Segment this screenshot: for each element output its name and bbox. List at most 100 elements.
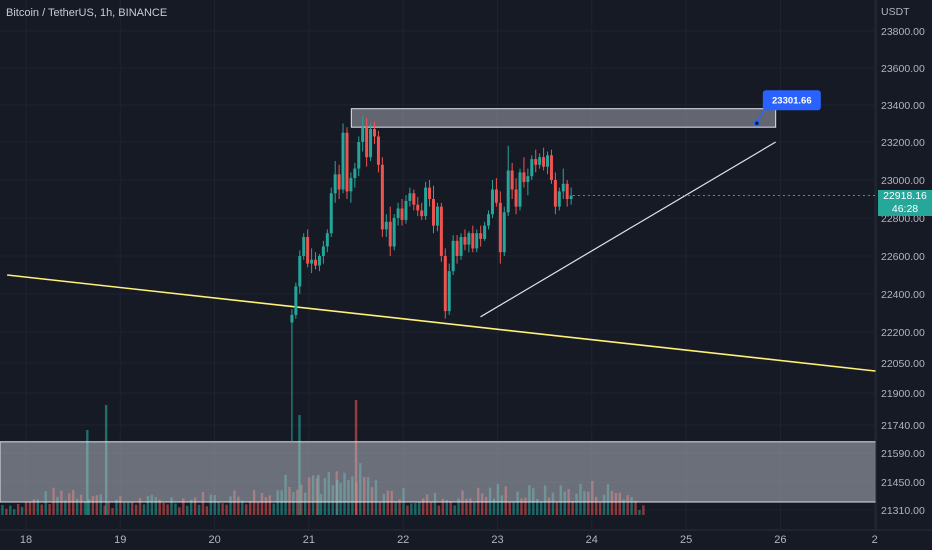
time-tick-label: 22 bbox=[397, 534, 409, 546]
price-tick-label: 23800.00 bbox=[881, 26, 925, 38]
candle-body bbox=[455, 240, 459, 256]
volume-bar bbox=[138, 497, 142, 515]
volume-bar bbox=[174, 503, 177, 515]
candle-body bbox=[321, 246, 325, 256]
candle-body bbox=[416, 204, 420, 211]
volume-bar bbox=[280, 490, 283, 515]
volume-bar bbox=[386, 490, 389, 515]
volume-bar bbox=[146, 495, 150, 515]
price-tick-label: 22800.00 bbox=[881, 213, 925, 225]
candle-body bbox=[459, 237, 463, 256]
time-tick-label: 21 bbox=[303, 534, 315, 546]
volume-bar bbox=[520, 498, 523, 515]
volume-bar bbox=[524, 497, 527, 515]
candle-body bbox=[333, 174, 337, 194]
volume-bar bbox=[182, 498, 185, 515]
candle-body bbox=[384, 221, 388, 230]
volume-bar bbox=[130, 502, 134, 515]
volume-bar bbox=[595, 496, 598, 515]
price-tick-label: 23200.00 bbox=[881, 137, 925, 149]
volume-bar bbox=[551, 492, 555, 515]
candle-body bbox=[431, 199, 435, 226]
time-axis-background bbox=[0, 530, 932, 550]
price-label-text: 23301.66 bbox=[772, 96, 812, 107]
volume-bar bbox=[390, 490, 393, 515]
volume-bar bbox=[99, 494, 102, 515]
volume-bar bbox=[162, 502, 165, 515]
candle-body bbox=[306, 237, 310, 264]
volume-bar bbox=[304, 492, 307, 515]
volume-bar bbox=[610, 490, 614, 515]
volume-bar bbox=[547, 497, 551, 515]
candle-body bbox=[565, 183, 569, 199]
volume-bar bbox=[276, 490, 279, 515]
volume-bar bbox=[87, 499, 91, 515]
volume-bar bbox=[221, 503, 224, 515]
volume-bar bbox=[205, 506, 209, 515]
volume-bar bbox=[252, 490, 256, 515]
volume-bar bbox=[398, 499, 401, 515]
volume-bar bbox=[166, 504, 169, 515]
volume-bar bbox=[410, 503, 413, 515]
volume-bar bbox=[418, 502, 421, 515]
candle-body bbox=[302, 237, 306, 256]
volume-bar bbox=[260, 492, 264, 515]
volume-bar bbox=[40, 504, 43, 515]
volume-bar bbox=[75, 498, 79, 515]
candle-body bbox=[353, 168, 357, 179]
candle-body bbox=[569, 195, 573, 199]
volume-bar bbox=[13, 509, 16, 515]
candle-body bbox=[412, 193, 416, 205]
volume-bar bbox=[449, 501, 452, 515]
volume-bar bbox=[469, 498, 472, 515]
volume-bar bbox=[642, 505, 645, 515]
volume-bar bbox=[473, 502, 476, 515]
candle-body bbox=[561, 183, 565, 192]
volume-bar bbox=[48, 504, 51, 515]
volume-bar bbox=[123, 502, 126, 515]
volume-bar bbox=[127, 502, 130, 515]
candle-body bbox=[420, 210, 424, 217]
candle-body bbox=[349, 178, 353, 192]
candle-body bbox=[463, 237, 467, 245]
candle-body bbox=[522, 172, 526, 182]
volume-bar bbox=[626, 495, 629, 515]
volume-bar bbox=[614, 492, 618, 515]
time-tick-label: 25 bbox=[680, 534, 692, 546]
candle-body bbox=[298, 256, 302, 287]
volume-bar bbox=[461, 490, 464, 515]
volume-bar bbox=[382, 493, 386, 515]
volume-bar bbox=[158, 499, 161, 515]
candle-body bbox=[365, 127, 369, 158]
volume-bar bbox=[79, 494, 83, 515]
candle-body bbox=[361, 127, 365, 142]
time-tick-label: 19 bbox=[114, 534, 126, 546]
volume-bar bbox=[5, 508, 8, 515]
price-tick-label: 21590.00 bbox=[881, 448, 925, 460]
volume-bar bbox=[115, 499, 118, 515]
volume-bar bbox=[142, 504, 146, 515]
candle-body bbox=[546, 155, 550, 167]
volume-bar bbox=[429, 501, 433, 515]
volume-bar bbox=[500, 495, 504, 515]
candle-body bbox=[506, 170, 510, 213]
volume-bar bbox=[68, 493, 71, 515]
volume-bar bbox=[178, 507, 181, 515]
last-price-value: 22918.16 bbox=[883, 190, 927, 202]
candle-body bbox=[447, 271, 451, 312]
price-tick-label: 22200.00 bbox=[881, 327, 925, 339]
candle-body bbox=[314, 259, 318, 266]
volume-bar bbox=[134, 504, 138, 515]
volume-bar bbox=[394, 501, 397, 515]
price-label-anchor bbox=[753, 119, 761, 127]
candle-body bbox=[373, 129, 377, 137]
candle-body bbox=[479, 233, 483, 239]
volume-bar bbox=[186, 505, 189, 515]
volume-bar bbox=[587, 491, 590, 515]
volume-bar bbox=[16, 504, 20, 515]
volume-bar bbox=[83, 501, 87, 515]
volume-bar bbox=[170, 497, 173, 515]
time-tick-label: 26 bbox=[774, 534, 786, 546]
